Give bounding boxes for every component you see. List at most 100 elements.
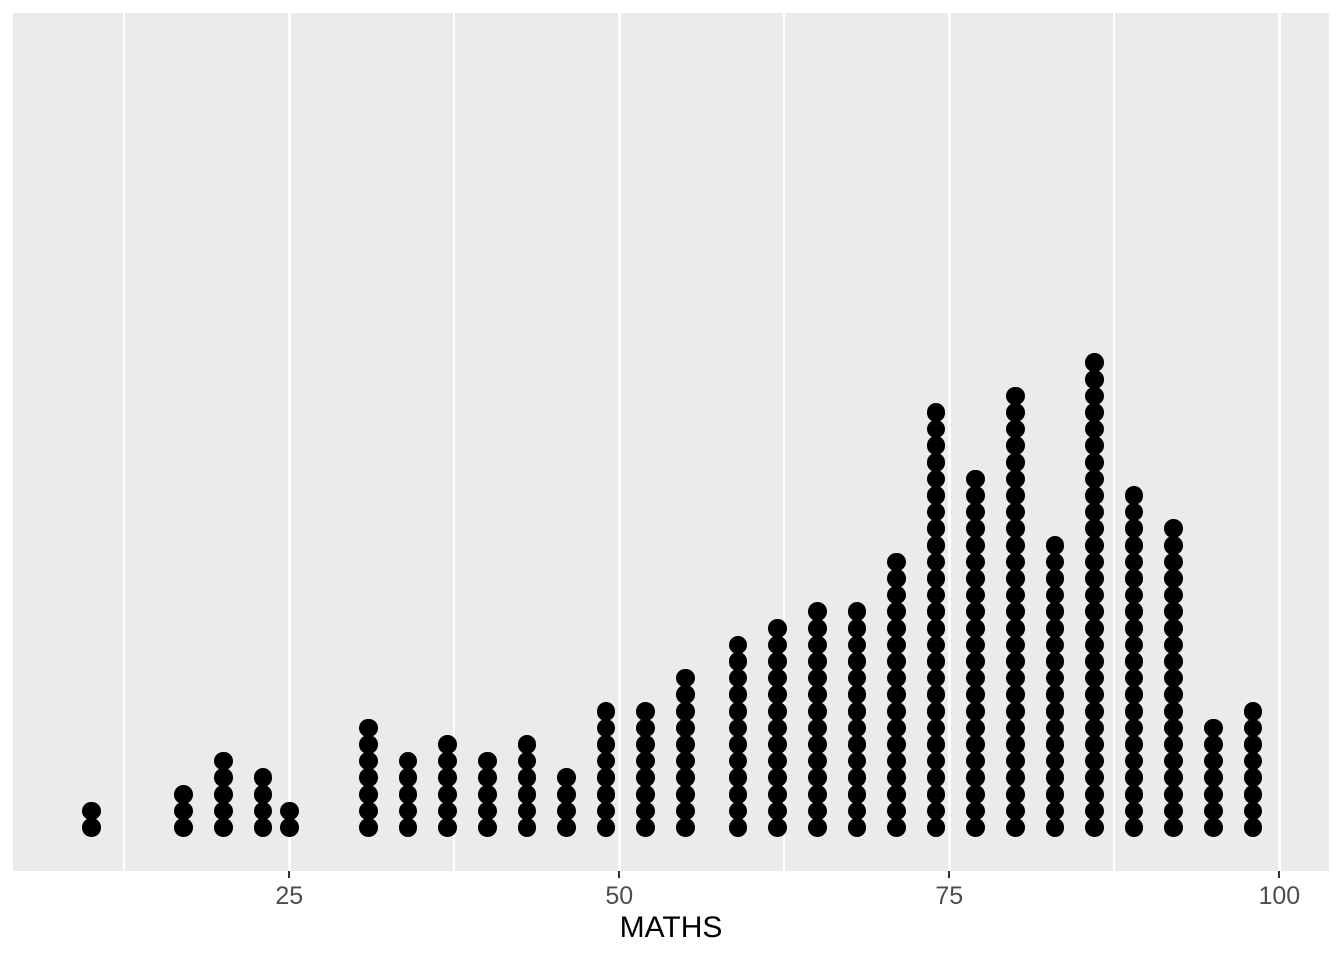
dot <box>1164 536 1183 555</box>
dot <box>1243 718 1263 738</box>
dot <box>1085 718 1104 738</box>
dot <box>887 668 906 688</box>
dot <box>847 801 867 821</box>
dot <box>1045 785 1065 804</box>
dot <box>398 785 418 804</box>
dot <box>847 751 867 771</box>
dot <box>280 818 299 837</box>
dot <box>1085 818 1104 837</box>
dot <box>214 801 233 821</box>
dot <box>966 785 985 804</box>
dot <box>1006 419 1025 439</box>
dot <box>1006 818 1025 837</box>
dot <box>926 469 946 489</box>
dot <box>1164 635 1183 655</box>
dot <box>926 486 946 505</box>
dot <box>1124 486 1144 505</box>
dot <box>1204 818 1223 837</box>
dot <box>596 768 616 787</box>
dot <box>1006 502 1025 522</box>
dot <box>253 801 273 821</box>
dot <box>676 768 695 787</box>
dot <box>768 635 787 655</box>
dot <box>1085 453 1104 472</box>
x-tick-label-50: 50 <box>605 882 634 910</box>
x-tick-label-25: 25 <box>275 882 304 910</box>
dot <box>887 552 906 572</box>
dot <box>1045 619 1065 638</box>
dot <box>1006 652 1025 671</box>
dot <box>1045 735 1065 754</box>
dot <box>808 668 827 688</box>
dot <box>214 768 233 787</box>
dot <box>478 818 497 837</box>
dot <box>966 635 985 655</box>
dot <box>1164 785 1183 804</box>
dot <box>1006 702 1025 721</box>
dot <box>966 469 985 489</box>
dot <box>676 818 695 837</box>
dot <box>1124 702 1144 721</box>
dot <box>966 602 985 621</box>
dot <box>808 818 827 837</box>
gridline-major-75 <box>948 13 951 871</box>
dot <box>728 818 748 837</box>
dot <box>676 668 695 688</box>
dot <box>808 801 827 821</box>
dot <box>1045 585 1065 605</box>
dot <box>1124 668 1144 688</box>
dot <box>847 652 867 671</box>
dot <box>1164 751 1183 771</box>
dot <box>359 768 378 787</box>
dot <box>1243 751 1263 771</box>
dot <box>808 718 827 738</box>
dot <box>926 436 946 455</box>
dot <box>1085 768 1104 787</box>
dot <box>517 735 537 754</box>
dot <box>1164 702 1183 721</box>
dot <box>478 768 497 787</box>
dot <box>808 602 827 621</box>
dot <box>1124 635 1144 655</box>
dot <box>676 718 695 738</box>
dot <box>887 768 906 787</box>
dot <box>280 801 299 821</box>
dot <box>768 735 787 754</box>
dot <box>1045 552 1065 572</box>
dot <box>1085 519 1104 538</box>
dot <box>1006 585 1025 605</box>
dot <box>847 735 867 754</box>
dot <box>596 735 616 754</box>
dot <box>596 818 616 837</box>
dot <box>887 585 906 605</box>
dot <box>1085 619 1104 638</box>
dot <box>1085 536 1104 555</box>
dot <box>1085 436 1104 455</box>
dot <box>1045 569 1065 588</box>
dot <box>359 801 378 821</box>
dot <box>1085 552 1104 572</box>
dot <box>1124 685 1144 704</box>
dot <box>926 818 946 837</box>
dot <box>1085 370 1104 389</box>
dot <box>1124 552 1144 572</box>
dot <box>1045 751 1065 771</box>
dot <box>596 801 616 821</box>
dot <box>1204 735 1223 754</box>
dot <box>1124 502 1144 522</box>
x-axis-title: MATHS <box>619 911 723 944</box>
dot <box>728 685 748 704</box>
dot <box>966 519 985 538</box>
dot <box>1085 602 1104 621</box>
dot <box>768 685 787 704</box>
dot <box>1006 602 1025 621</box>
dot <box>517 785 537 804</box>
dot <box>926 602 946 621</box>
dot <box>1006 403 1025 422</box>
dot <box>438 785 457 804</box>
dot <box>1164 685 1183 704</box>
dot <box>1204 751 1223 771</box>
dot <box>1204 801 1223 821</box>
dot <box>1085 469 1104 489</box>
dot <box>676 685 695 704</box>
